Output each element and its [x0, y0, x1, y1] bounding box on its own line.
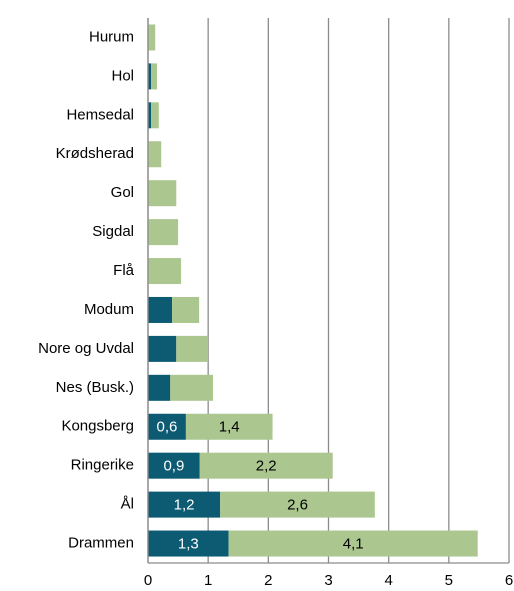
x-tick-label: 1	[204, 572, 212, 589]
y-tick-label: Modum	[84, 301, 134, 318]
bar-segment	[199, 452, 333, 479]
x-tick-label: 3	[324, 572, 332, 589]
bar-segment	[185, 413, 273, 440]
data-label: 2,6	[287, 497, 308, 514]
data-label: 2,2	[256, 458, 277, 475]
y-tick-label: Gol	[111, 184, 134, 201]
bar-segment	[176, 335, 209, 362]
bar-segment	[148, 374, 171, 401]
x-tick-label: 0	[144, 572, 152, 589]
bar-segment	[148, 219, 179, 246]
y-tick-label: Hurum	[89, 28, 134, 45]
bar-segment	[170, 374, 213, 401]
x-tick-label: 2	[264, 572, 272, 589]
data-label: 0,9	[163, 458, 184, 475]
y-tick-label: Krødsherad	[56, 145, 134, 162]
y-tick-label: Sigdal	[92, 223, 134, 240]
bar-segment	[151, 102, 159, 129]
data-label: 0,6	[157, 419, 178, 436]
y-tick-label: Hemsedal	[66, 106, 134, 123]
bar-segment	[148, 141, 162, 168]
data-label: 1,3	[178, 536, 199, 553]
bar-segment	[148, 413, 186, 440]
bar-segment	[148, 63, 152, 90]
bar-segment	[148, 296, 173, 323]
bar-segment	[172, 296, 200, 323]
bar-segment	[148, 180, 177, 207]
data-label: 1,2	[174, 497, 195, 514]
bar-segment	[148, 24, 156, 51]
bar-segment	[148, 452, 200, 479]
y-tick-label: Ål	[121, 496, 134, 513]
bar-segment	[220, 491, 375, 518]
data-label: 1,4	[219, 419, 240, 436]
y-tick-label: Drammen	[68, 535, 134, 552]
data-label: 4,1	[343, 536, 364, 553]
bar-segment	[148, 530, 229, 557]
bar-segment	[228, 530, 478, 557]
bar-segment	[148, 491, 221, 518]
y-tick-label: Nes (Busk.)	[56, 379, 134, 396]
x-tick-label: 6	[505, 572, 513, 589]
bar-segment	[151, 63, 158, 90]
x-tick-label: 5	[445, 572, 453, 589]
x-tick-label: 4	[384, 572, 392, 589]
bar-segment	[148, 258, 182, 285]
y-tick-label: Hol	[111, 67, 134, 84]
y-tick-label: Flå	[113, 262, 134, 279]
y-tick-label: Nore og Uvdal	[38, 340, 134, 357]
bar-segment	[148, 335, 177, 362]
y-tick-label: Kongsberg	[61, 418, 134, 435]
y-tick-label: Ringerike	[71, 457, 134, 474]
bar-segment	[148, 102, 152, 129]
